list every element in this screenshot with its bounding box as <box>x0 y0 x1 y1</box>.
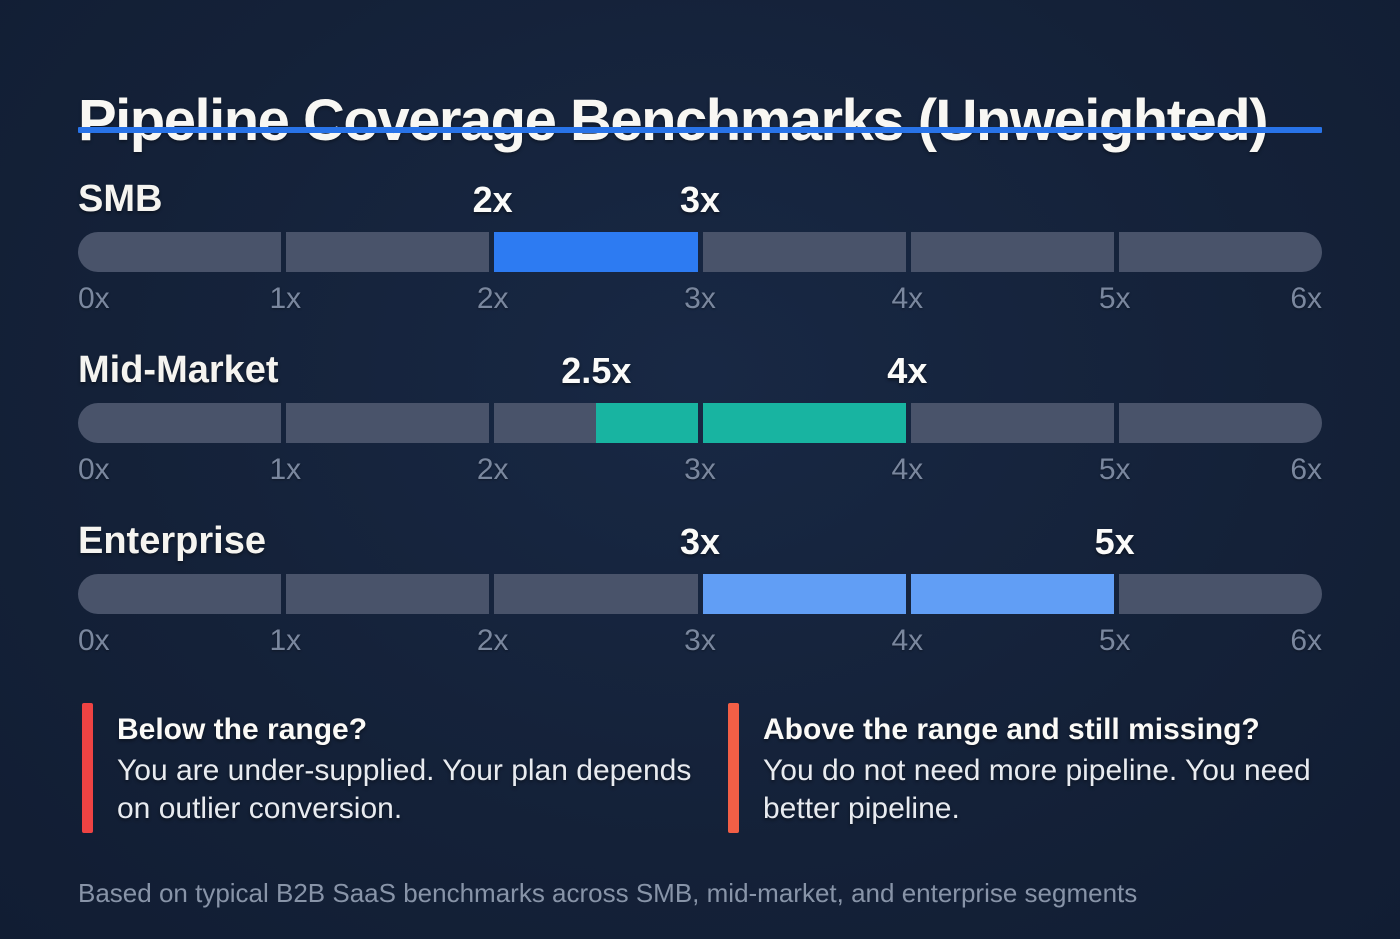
axis-tick-label: 3x <box>684 624 716 657</box>
benchmark-row-mid-market: Mid-Market 2.5x 4x 0x 1x 2x 3x 4x 5x 6x <box>78 349 1323 509</box>
range-start-label: 3x <box>679 521 721 562</box>
benchmark-row-enterprise: Enterprise 3x 5x 0x 1x 2x 3x 4x 5x 6x <box>78 520 1323 680</box>
coverage-track <box>78 403 1323 443</box>
coverage-track <box>78 232 1323 272</box>
axis-ticks: 0x 1x 2x 3x 4x 5x 6x <box>78 453 1322 489</box>
axis-tick-label: 2x <box>476 282 509 315</box>
axis-tick-label: 0x <box>78 282 110 315</box>
source-note: Based on typical B2B SaaS benchmarks acr… <box>78 878 1138 908</box>
callout-body: You are under-supplied. Your plan depend… <box>117 754 692 825</box>
axis-ticks: 0x 1x 2x 3x 4x 5x 6x <box>78 624 1322 660</box>
axis-tick-label: 1x <box>269 282 302 315</box>
axis-tick-label: 4x <box>891 624 924 657</box>
callout-heading: Above the range and still missing? <box>763 713 1260 746</box>
track-segment <box>78 574 282 614</box>
benchmark-row-smb: SMB 2x 3x 0x 1x 2x 3x 4x 5x 6x <box>78 178 1323 338</box>
axis-tick-label: 5x <box>1098 624 1131 657</box>
page-title: Pipeline Coverage Benchmarks (Unweighted… <box>78 87 1269 153</box>
callout-above-range: Above the range and still missing? You d… <box>728 700 1343 833</box>
track-segment <box>910 403 1114 443</box>
axis-tick-label: 1x <box>269 624 302 657</box>
axis-tick-label: 6x <box>1290 453 1322 486</box>
track-segment <box>78 232 282 272</box>
axis-tick-label: 3x <box>684 282 716 315</box>
range-highlight-segment <box>494 232 698 272</box>
axis-ticks: 0x 1x 2x 3x 4x 5x 6x <box>78 282 1322 318</box>
track-segment <box>286 574 490 614</box>
track-segment <box>494 574 698 614</box>
track-segment <box>78 403 282 443</box>
axis-tick-label: 6x <box>1290 624 1322 657</box>
axis-tick-label: 4x <box>891 282 924 315</box>
range-end-label: 5x <box>1094 521 1135 562</box>
coverage-track <box>78 574 1323 614</box>
segment-label: Enterprise <box>78 520 266 562</box>
range-highlight-segment <box>702 403 906 443</box>
callout-heading: Below the range? <box>117 713 368 746</box>
range-highlight-segment <box>702 574 906 614</box>
track-segment <box>1118 403 1323 443</box>
segment-label: Mid-Market <box>78 349 279 391</box>
track-segment <box>494 403 698 443</box>
range-start-label: 2.5x <box>561 350 632 391</box>
axis-tick-label: 2x <box>476 453 509 486</box>
axis-tick-label: 2x <box>476 624 509 657</box>
axis-tick-label: 0x <box>78 624 110 657</box>
axis-tick-label: 5x <box>1098 453 1131 486</box>
axis-tick-label: 4x <box>891 453 924 486</box>
row-head: SMB 2x 3x <box>78 178 1322 222</box>
track-segment <box>1118 574 1323 614</box>
callout-body: You do not need more pipeline. You need … <box>763 754 1311 825</box>
range-start-label: 2x <box>472 179 513 220</box>
range-highlight-partial <box>595 403 698 443</box>
track-segment <box>1118 232 1323 272</box>
callout-accent-bar <box>82 703 93 833</box>
axis-tick-label: 3x <box>684 453 716 486</box>
segment-label: SMB <box>78 178 163 220</box>
range-end-label: 4x <box>887 350 928 391</box>
callout-below-range: Below the range? You are under-supplied.… <box>82 700 692 833</box>
axis-tick-label: 5x <box>1098 282 1131 315</box>
range-end-label: 3x <box>679 179 721 220</box>
axis-tick-label: 1x <box>269 453 302 486</box>
row-head: Enterprise 3x 5x <box>78 520 1322 564</box>
track-segment <box>286 403 490 443</box>
axis-tick-label: 0x <box>78 453 110 486</box>
callout-accent-bar <box>728 703 739 833</box>
row-head: Mid-Market 2.5x 4x <box>78 349 1322 393</box>
track-segment <box>286 232 490 272</box>
title-underline-rule <box>78 127 1322 133</box>
range-highlight-segment <box>910 574 1114 614</box>
track-segment <box>702 232 906 272</box>
track-segment <box>910 232 1114 272</box>
axis-tick-label: 6x <box>1290 282 1322 315</box>
